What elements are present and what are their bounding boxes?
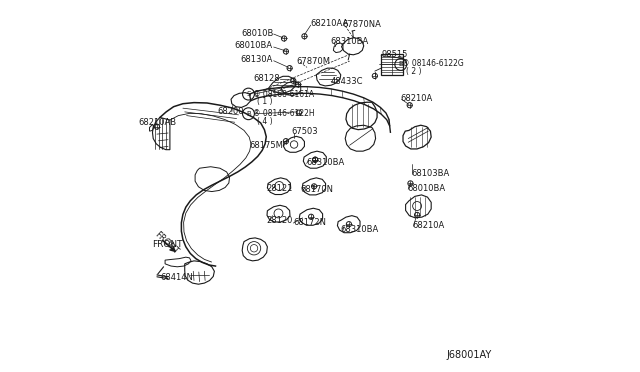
Text: 67503: 67503 xyxy=(291,127,318,137)
Text: FRONT: FRONT xyxy=(153,230,180,256)
Text: 68414N: 68414N xyxy=(160,273,193,282)
Text: 68210AA: 68210AA xyxy=(311,19,349,28)
Text: 68210AB: 68210AB xyxy=(138,118,177,127)
Text: 98515: 98515 xyxy=(381,50,408,59)
Text: 68210A: 68210A xyxy=(413,221,445,230)
Text: 67870NA: 67870NA xyxy=(342,20,381,29)
Text: 48433C: 48433C xyxy=(331,77,364,86)
Text: 68310BA: 68310BA xyxy=(340,225,378,234)
Text: 28121: 28121 xyxy=(266,184,292,193)
Text: 68210A: 68210A xyxy=(401,94,433,103)
Text: B: B xyxy=(246,111,251,117)
Text: 68010B: 68010B xyxy=(241,29,274,38)
Text: 68310BA: 68310BA xyxy=(330,37,368,46)
Text: FRONT: FRONT xyxy=(152,240,183,249)
Text: S: S xyxy=(246,91,251,97)
Text: ( 2 ): ( 2 ) xyxy=(406,67,422,76)
Text: 68200: 68200 xyxy=(217,108,243,116)
Text: 28120: 28120 xyxy=(266,216,292,225)
Text: 67870M: 67870M xyxy=(296,57,330,66)
Text: 68130A: 68130A xyxy=(241,55,273,64)
Text: 68175M: 68175M xyxy=(250,141,284,150)
Text: ® 08146-6122G: ® 08146-6122G xyxy=(401,59,463,68)
Text: 68172N: 68172N xyxy=(293,218,326,227)
Text: 68010BA: 68010BA xyxy=(407,184,445,193)
Text: 68310BA: 68310BA xyxy=(307,158,344,167)
Text: ® 08146-6122H: ® 08146-6122H xyxy=(253,109,314,118)
Text: ( 1 ): ( 1 ) xyxy=(257,97,273,106)
Text: B: B xyxy=(399,61,403,67)
Text: © 08168-6161A: © 08168-6161A xyxy=(253,90,314,99)
Text: ( 4 ): ( 4 ) xyxy=(257,117,273,126)
Text: 68010BA: 68010BA xyxy=(235,41,273,51)
Text: 68170N: 68170N xyxy=(300,185,333,194)
Text: 68103BA: 68103BA xyxy=(412,169,450,177)
Text: 68128: 68128 xyxy=(253,74,280,83)
Text: J68001AY: J68001AY xyxy=(446,350,492,360)
